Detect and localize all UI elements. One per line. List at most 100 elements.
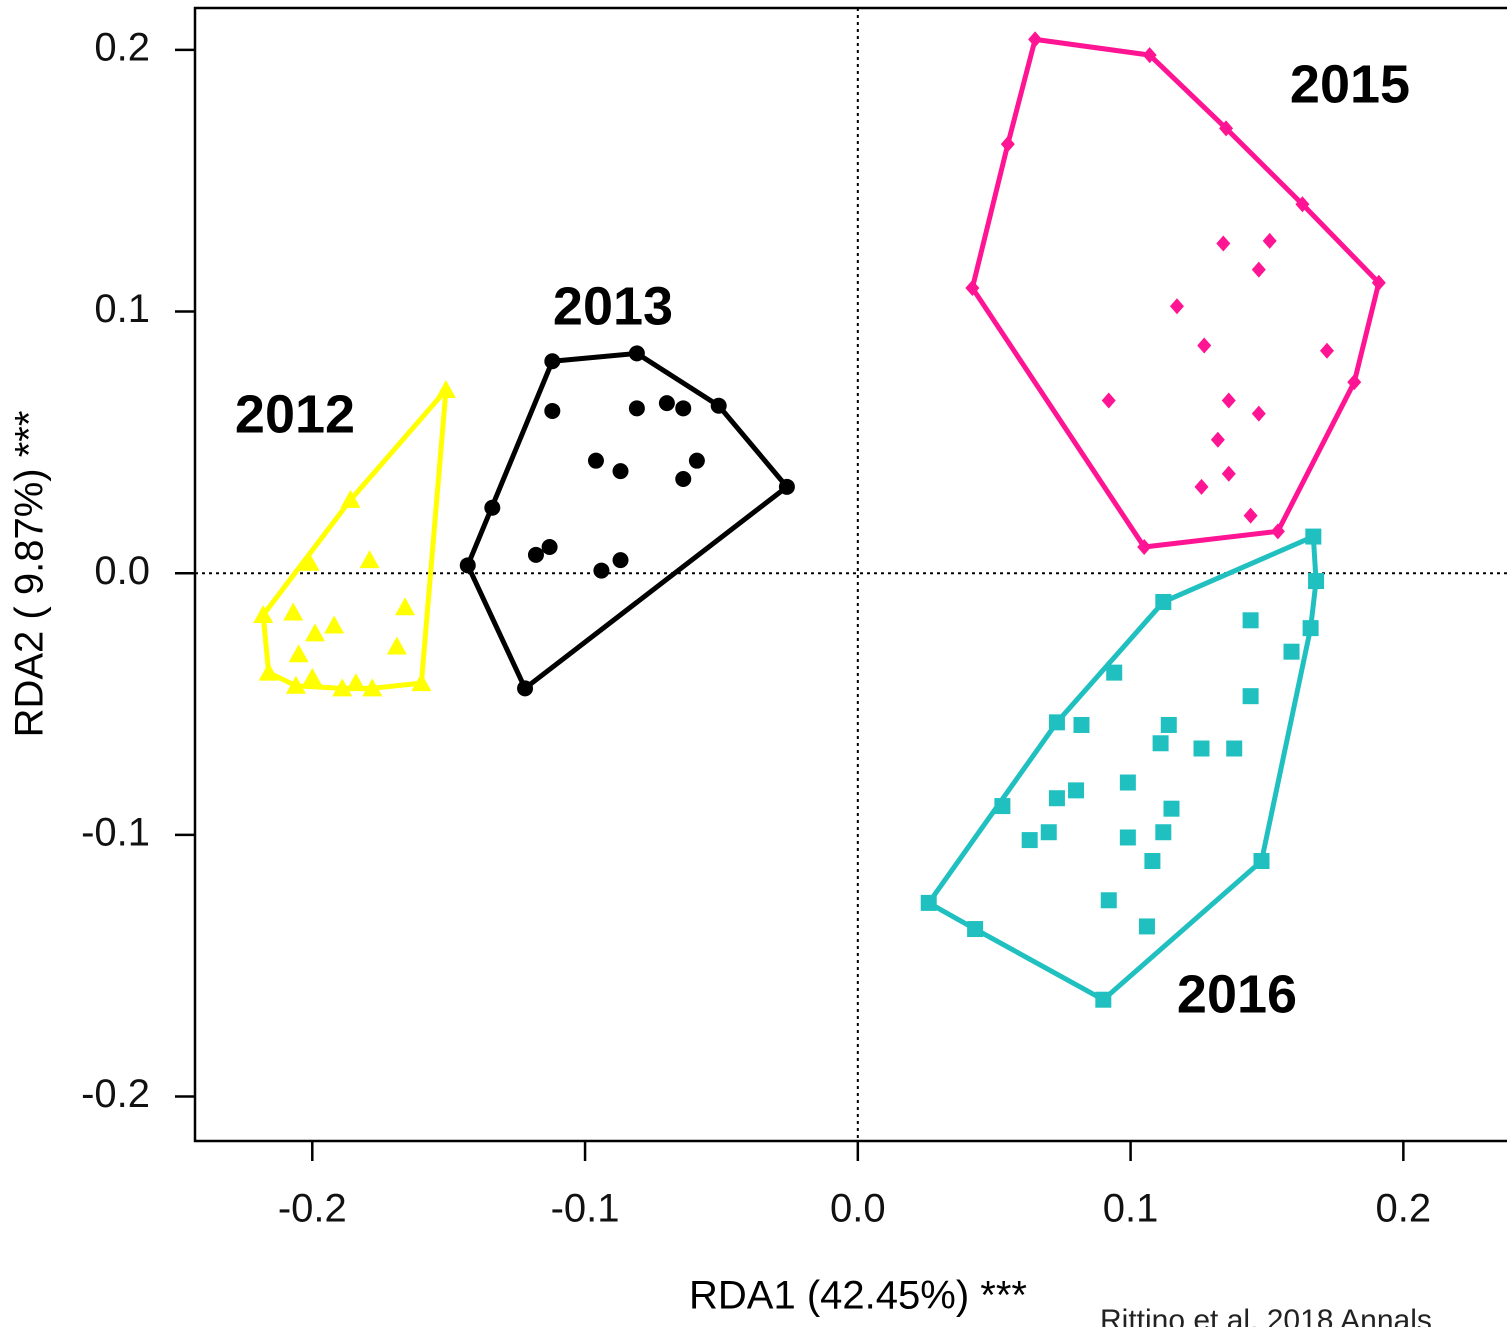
group-label: 2016	[1177, 964, 1297, 1024]
point	[1106, 664, 1123, 681]
point	[1160, 716, 1177, 733]
point	[386, 636, 407, 655]
point	[967, 921, 984, 938]
point	[527, 546, 544, 563]
point	[1216, 235, 1231, 252]
point	[1119, 829, 1136, 846]
point	[299, 552, 320, 571]
hull	[926, 534, 1319, 1003]
point	[593, 562, 610, 579]
point	[587, 452, 604, 469]
point	[658, 395, 675, 412]
point	[1021, 832, 1038, 849]
point	[1308, 573, 1325, 590]
point	[1119, 774, 1136, 791]
x-tick-label: 0.2	[1376, 1187, 1432, 1231]
y-tick-label: 0.2	[94, 25, 150, 69]
point	[283, 602, 304, 621]
point	[1100, 892, 1117, 909]
y-tick-label: -0.1	[81, 810, 150, 854]
point	[1138, 918, 1155, 935]
point	[1144, 853, 1161, 870]
y-tick-label: 0.0	[94, 549, 150, 593]
x-axis-label: RDA1 (42.45%) ***	[689, 1274, 1027, 1318]
point	[1048, 714, 1065, 731]
point	[1302, 620, 1319, 637]
group-label: 2015	[1290, 54, 1410, 114]
point	[258, 662, 279, 681]
point	[1242, 688, 1259, 705]
point	[628, 345, 645, 362]
point	[1242, 612, 1259, 629]
point	[1270, 523, 1285, 540]
point	[544, 402, 561, 419]
point	[688, 452, 705, 469]
hull	[969, 36, 1382, 550]
point	[1068, 782, 1085, 799]
x-tick-label: -0.1	[551, 1187, 620, 1231]
point	[1000, 136, 1015, 153]
source-note: Rittino et al. 2018 Annals	[1100, 1304, 1432, 1327]
point	[1194, 478, 1209, 495]
point	[1221, 465, 1236, 482]
point	[1210, 431, 1225, 448]
point	[332, 678, 353, 697]
point	[1221, 392, 1236, 409]
hull	[465, 350, 790, 691]
x-tick-label: 0.1	[1103, 1187, 1159, 1231]
point	[544, 353, 561, 370]
point	[1193, 740, 1210, 757]
plot-frame	[193, 6, 1507, 1143]
point	[1163, 800, 1180, 817]
point	[1197, 337, 1212, 354]
point	[1048, 790, 1065, 807]
point	[345, 673, 366, 692]
y-tick-label: -0.2	[81, 1072, 150, 1116]
point	[1152, 735, 1169, 752]
point	[411, 673, 432, 692]
point	[1028, 31, 1043, 48]
point	[1295, 196, 1310, 213]
point	[1347, 374, 1362, 391]
point	[710, 397, 727, 414]
point	[1073, 716, 1090, 733]
point	[1243, 507, 1258, 524]
x-tick-label: 0.0	[830, 1187, 886, 1231]
point	[1251, 261, 1266, 278]
point	[920, 894, 937, 911]
point	[1283, 643, 1300, 660]
point	[1251, 405, 1266, 422]
point	[778, 478, 795, 495]
point	[612, 552, 629, 569]
point	[1262, 232, 1277, 249]
group-label: 2012	[235, 384, 355, 444]
point	[324, 615, 345, 634]
y-axis-label: RDA2 ( 9.87%) ***	[8, 411, 52, 738]
point	[1169, 298, 1184, 315]
point	[612, 463, 629, 480]
point	[1305, 528, 1322, 545]
point	[435, 380, 456, 399]
point	[675, 400, 692, 417]
point	[1319, 342, 1334, 359]
point	[340, 489, 361, 508]
point	[541, 539, 558, 556]
point	[965, 279, 980, 296]
point	[517, 680, 534, 697]
point	[484, 499, 501, 516]
point	[459, 557, 476, 574]
point	[288, 644, 309, 663]
y-tick-label: 0.1	[94, 287, 150, 331]
point	[675, 470, 692, 487]
point	[628, 400, 645, 417]
point	[1040, 824, 1057, 841]
point	[362, 678, 383, 697]
point	[1137, 539, 1152, 556]
point	[1155, 824, 1172, 841]
x-tick-label: -0.2	[278, 1187, 347, 1231]
point	[285, 675, 306, 694]
point	[305, 623, 326, 642]
point	[302, 667, 323, 686]
point	[1371, 274, 1386, 291]
